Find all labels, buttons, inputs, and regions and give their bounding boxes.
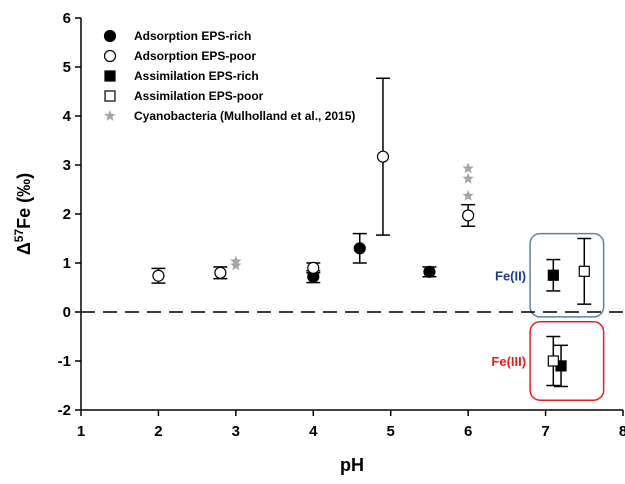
annotation-label: Fe(II) [495,268,526,283]
legend-marker [104,90,116,102]
point-assimilation-eps-rich [547,269,559,281]
x-tick-label: 3 [232,423,240,440]
point-cyanobacteria-mulholland-et-al-2015 [462,172,474,184]
point-adsorption-eps-poor [462,209,475,222]
y-axis-title: Δ57Fe (‰) [12,173,34,255]
x-tick-label: 2 [154,423,162,440]
y-tick-label: -1 [58,353,71,370]
x-tick-label: 5 [387,423,395,440]
x-tick-label: 8 [619,423,625,440]
point-adsorption-eps-poor [307,261,320,274]
y-tick-label: 4 [63,108,72,125]
point-adsorption-eps-rich [423,265,436,278]
point-adsorption-eps-poor [214,266,227,279]
x-tick-label: 6 [464,423,472,440]
point-adsorption-eps-poor [376,150,390,163]
legend-label: Assimilation EPS-rich [134,69,259,83]
y-tick-label: 0 [63,304,71,321]
point-adsorption-eps-rich [353,242,366,255]
x-tick-label: 4 [309,423,318,440]
x-tick-label: 7 [541,423,549,440]
annotation-box-0 [529,232,605,318]
point-cyanobacteria-mulholland-et-al-2015 [462,162,474,174]
y-tick-label: -2 [58,402,71,419]
annotation-box-1 [529,321,605,401]
point-cyanobacteria-mulholland-et-al-2015 [230,255,242,267]
legend-label: Adsorption EPS-rich [134,29,251,43]
x-axis-title: pH [340,455,364,475]
legend-marker [104,110,116,121]
point-adsorption-eps-poor [152,269,165,282]
point-cyanobacteria-mulholland-et-al-2015 [230,259,242,271]
x-tick-label: 1 [77,423,85,440]
annotation-label: Fe(III) [491,354,526,369]
legend-marker [103,29,117,43]
point-cyanobacteria-mulholland-et-al-2015 [462,189,474,201]
legend-marker [104,70,116,82]
point-assimilation-eps-poor [578,265,590,277]
y-tick-label: 1 [63,255,71,272]
point-assimilation-eps-poor [547,355,559,367]
legend-marker [103,49,117,63]
legend-label: Adsorption EPS-poor [134,49,256,63]
legend-label: Assimilation EPS-poor [134,89,264,103]
y-tick-label: 6 [63,10,71,27]
y-tick-label: 3 [63,157,71,174]
y-tick-label: 2 [63,206,71,223]
legend-label: Cyanobacteria (Mulholland et al., 2015) [134,109,355,123]
y-tick-label: 5 [63,59,71,76]
